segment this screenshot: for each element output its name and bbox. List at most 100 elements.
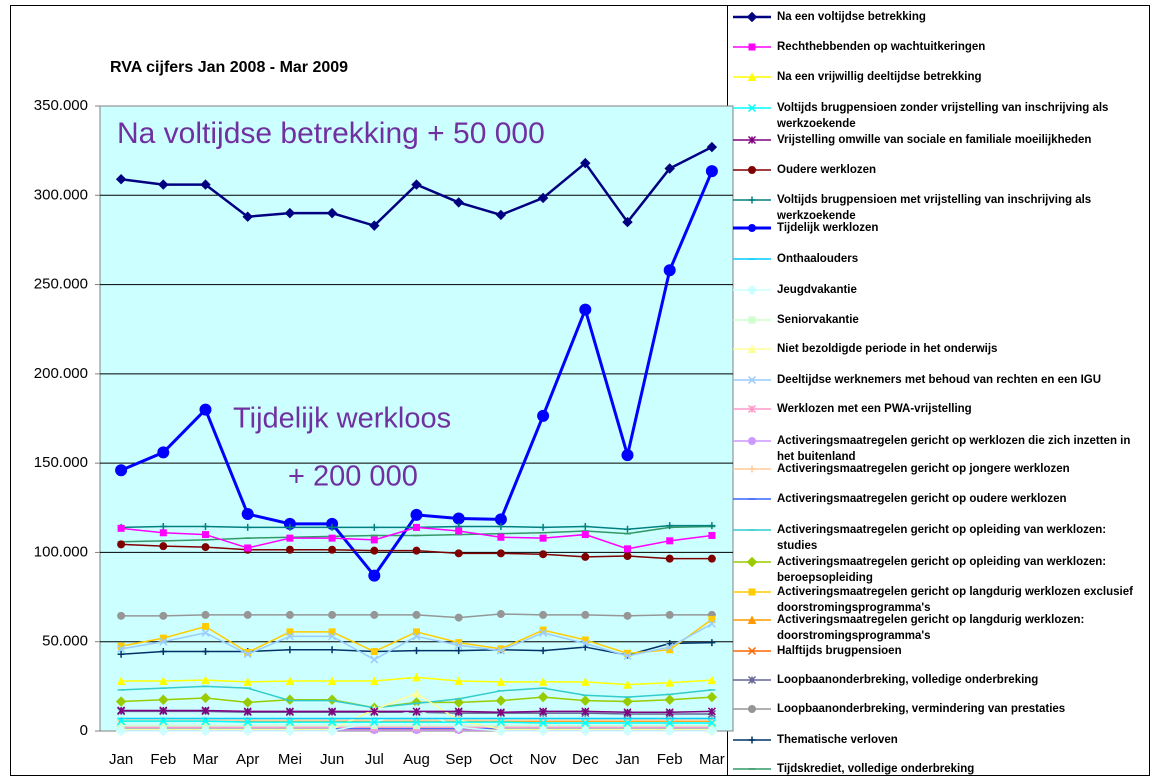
marker xyxy=(243,677,253,686)
legend-label: Tijdelijk werklozen xyxy=(777,222,879,234)
x-tick-label: Jul xyxy=(365,751,384,768)
marker xyxy=(581,722,589,730)
marker xyxy=(412,688,421,698)
marker xyxy=(412,546,421,555)
marker xyxy=(706,691,718,703)
marker xyxy=(707,707,716,716)
x-tick-label: Jun xyxy=(320,751,344,768)
marker xyxy=(537,192,549,204)
marker xyxy=(159,634,167,642)
marker xyxy=(158,179,169,190)
marker xyxy=(242,725,253,737)
marker xyxy=(748,588,756,596)
marker xyxy=(746,11,758,23)
marker xyxy=(412,632,421,641)
marker xyxy=(581,718,590,727)
legend-label: Loopbaanonderbreking, volledige onderbre… xyxy=(777,674,1039,686)
marker xyxy=(413,722,420,730)
marker xyxy=(747,103,757,113)
marker xyxy=(413,647,420,655)
marker xyxy=(370,707,379,716)
marker xyxy=(243,610,252,619)
marker xyxy=(622,725,633,737)
marker xyxy=(115,725,127,737)
marker xyxy=(495,725,507,737)
marker xyxy=(243,718,252,727)
marker xyxy=(159,706,168,715)
marker xyxy=(666,646,674,654)
legend-label: Deeltijdse werknemers met behoud van rec… xyxy=(777,374,1102,386)
marker xyxy=(580,157,591,169)
y-tick-label: 150.000 xyxy=(34,454,88,471)
marker xyxy=(327,676,337,685)
series xyxy=(117,717,716,727)
marker xyxy=(370,655,379,664)
marker xyxy=(454,707,463,716)
legend-label: Na een voltijdse betrekking xyxy=(777,11,926,23)
marker xyxy=(158,676,168,685)
marker xyxy=(201,717,210,726)
y-tick-label: 0 xyxy=(80,722,88,739)
series xyxy=(117,610,716,622)
y-tick-label: 50.000 xyxy=(42,633,88,650)
marker xyxy=(666,722,674,730)
marker xyxy=(202,623,209,631)
marker xyxy=(539,722,547,730)
marker xyxy=(708,722,716,730)
marker xyxy=(708,639,716,647)
marker xyxy=(244,523,252,531)
marker xyxy=(666,522,674,530)
marker xyxy=(285,707,294,716)
x-tick-label: Mar xyxy=(699,751,725,768)
marker xyxy=(497,533,505,541)
marker xyxy=(664,725,675,737)
marker xyxy=(116,676,126,685)
marker xyxy=(117,650,125,658)
marker xyxy=(748,465,756,473)
marker xyxy=(665,718,674,727)
marker xyxy=(666,640,674,647)
marker xyxy=(581,523,589,531)
marker xyxy=(201,610,210,619)
marker xyxy=(117,644,126,653)
marker xyxy=(369,220,380,231)
marker xyxy=(243,707,252,716)
marker xyxy=(242,697,253,708)
marker xyxy=(581,610,590,619)
marker xyxy=(117,611,126,620)
marker xyxy=(412,610,421,619)
legend-label: Loopbaanonderbreking, vermindering van p… xyxy=(777,703,1066,715)
legend-label: Voltijds brugpensioen met vrijstelling v… xyxy=(777,194,1092,222)
legend-label: Rechthebbenden op wachtuitkeringen xyxy=(777,41,986,53)
marker xyxy=(117,540,126,549)
marker xyxy=(707,718,716,727)
marker xyxy=(328,610,337,619)
marker xyxy=(539,610,548,619)
marker xyxy=(455,647,463,655)
marker xyxy=(746,556,758,568)
y-tick-label: 350.000 xyxy=(34,97,88,114)
series xyxy=(115,691,718,713)
marker xyxy=(159,523,167,531)
marker xyxy=(243,650,252,659)
marker xyxy=(454,718,463,727)
legend-label: Werklozen met een PWA-vrijstelling xyxy=(777,403,972,415)
chart-title: RVA cijfers Jan 2008 - Mar 2009 xyxy=(110,59,348,76)
marker xyxy=(623,708,632,717)
marker xyxy=(159,637,168,646)
marker xyxy=(748,437,756,445)
marker xyxy=(201,628,210,637)
legend-label: Activeringsmaatregelen gericht op opleid… xyxy=(777,556,1107,584)
marker xyxy=(706,725,718,737)
marker xyxy=(453,697,464,708)
marker xyxy=(707,675,717,685)
marker xyxy=(157,446,170,459)
marker xyxy=(496,549,505,558)
marker xyxy=(201,675,210,685)
marker xyxy=(746,284,758,296)
marker xyxy=(666,537,674,545)
marker xyxy=(202,523,209,531)
marker xyxy=(328,632,337,641)
marker xyxy=(158,694,169,705)
marker xyxy=(748,736,756,744)
